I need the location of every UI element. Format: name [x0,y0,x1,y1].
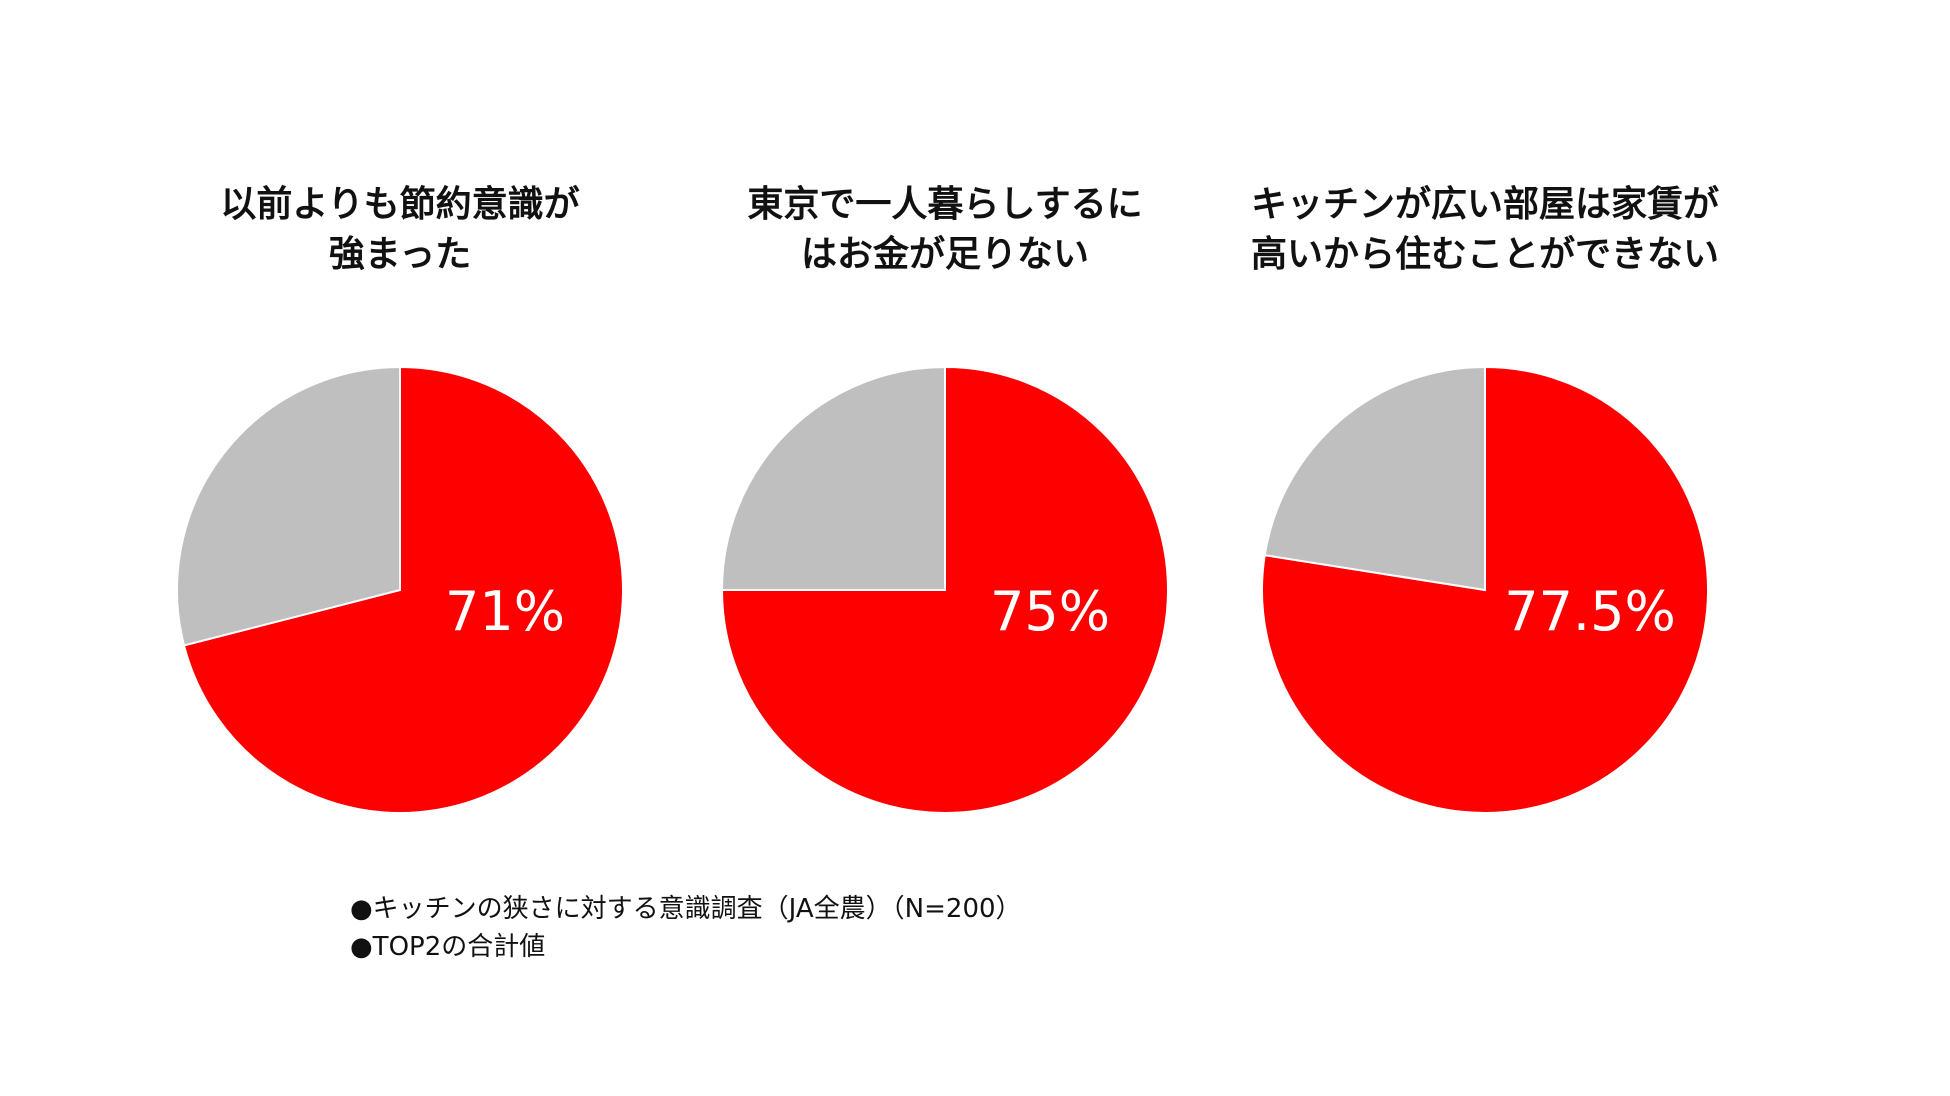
pie-slice-primary [720,365,1169,814]
pie-svg: 75% [720,365,1169,814]
footnote-source: ●キッチンの狭さに対する意識調査（JA全農）（N=200） [350,894,1022,924]
chart-title-line: 強まった [328,234,472,275]
pie-slice-rest [720,365,946,591]
chart-title-line: キッチンが広い部屋は家賃が [1250,184,1719,225]
footnote-top2: ●TOP2の合計値 [350,932,546,962]
chart-title: キッチンが広い部屋は家賃が 高いから住むことができない [1205,180,1765,280]
pie-svg: 71% [176,365,624,814]
chart-title: 以前よりも節約意識が 強まった [120,180,680,280]
chart-title: 東京で一人暮らしするに はお金が足りない [665,180,1225,280]
pie-slice-primary [182,365,624,814]
chart-title-line: はお金が足りない [800,234,1089,275]
pie-slice-rest [1263,365,1486,592]
pie-slice-primary [1261,365,1709,814]
pie-value-label: 75% [990,580,1110,643]
chart-title-line: 以前よりも節約意識が [220,184,580,225]
footnotes: ●キッチンの狭さに対する意識調査（JA全農）（N=200） ●TOP2の合計値 [350,890,1022,966]
pie-value-label: 77.5% [1504,580,1676,643]
chart-title-line: 高いから住むことができない [1250,234,1719,275]
pie-svg: 77.5% [1261,365,1709,814]
pie-slice-rest [176,365,401,647]
chart-title-line: 東京で一人暮らしするに [747,184,1143,225]
pie-value-label: 71% [445,580,565,643]
